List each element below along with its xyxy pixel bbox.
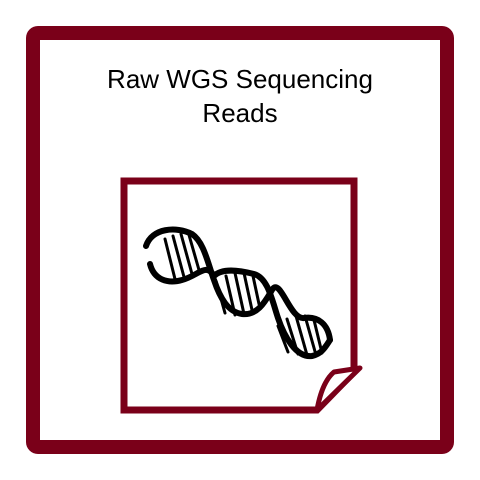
title-line-1: Raw WGS Sequencing	[107, 64, 373, 94]
title-line-2: Reads	[202, 98, 278, 128]
dna-helix-icon	[143, 226, 333, 360]
page-curl-icon	[314, 365, 363, 413]
card-title: Raw WGS Sequencing Reads	[40, 62, 440, 130]
